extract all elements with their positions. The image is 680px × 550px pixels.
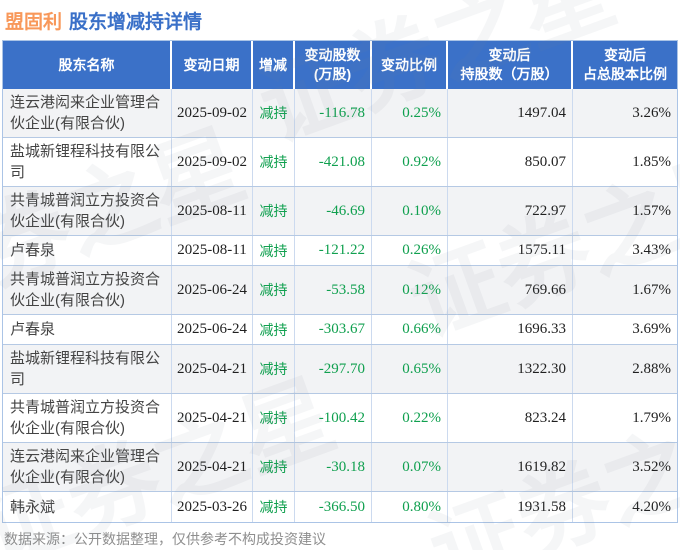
table-row: 共青城普润立方投资合伙企业(有限合伙) 2025-08-11 减持 -46.69 0.1… bbox=[3, 187, 677, 236]
cell-action: 减持 bbox=[253, 138, 295, 186]
cell-change: -421.08 bbox=[295, 138, 372, 186]
cell-name: 卢春泉 bbox=[3, 315, 172, 344]
cell-action: 减持 bbox=[253, 187, 295, 235]
cell-after: 1575.11 bbox=[448, 236, 573, 265]
cell-after: 1619.82 bbox=[448, 443, 573, 491]
shareholder-change-table: 股东名称 变动日期 增减 变动股数 (万股) 变动比例 变动后 持股数（万股） 变动后 占总股本比… bbox=[2, 40, 678, 523]
cell-date: 2025-04-21 bbox=[172, 394, 253, 442]
cell-after: 1696.33 bbox=[448, 315, 573, 344]
cell-after_ratio: 3.26% bbox=[632, 104, 671, 121]
cell-after_ratio: 2.88% bbox=[632, 360, 671, 377]
table-row: 连云港闳来企业管理合伙企业(有限合伙) 2025-04-21 减持 -30.18 0.0… bbox=[3, 443, 677, 492]
col-header-after_ratio: 变动后 占总股本比例 bbox=[583, 47, 667, 82]
cell-ratio: 0.66% bbox=[372, 315, 448, 344]
cell-name: 盐城新锂程科技有限公司 bbox=[3, 345, 172, 393]
cell-action: 减持 bbox=[253, 266, 295, 314]
cell-name: 共青城普润立方投资合伙企业(有限合伙) bbox=[3, 187, 172, 235]
cell-after_ratio: 3.43% bbox=[632, 242, 671, 258]
cell-after: 1931.58 bbox=[448, 492, 573, 522]
stock-name: 盟固利 bbox=[5, 12, 63, 33]
cell-action: 减持 bbox=[253, 345, 295, 393]
cell-date: 2025-06-24 bbox=[172, 266, 253, 314]
cell-ratio: 0.65% bbox=[372, 345, 448, 393]
cell-change: -303.67 bbox=[295, 315, 372, 344]
table-header-row: 股东名称 变动日期 增减 变动股数 (万股) 变动比例 变动后 持股数（万股） 变动后 占总股本比… bbox=[3, 41, 677, 89]
cell-ratio: 0.07% bbox=[372, 443, 448, 491]
cell-after_ratio: 3.69% bbox=[632, 321, 671, 337]
cell-change: -366.50 bbox=[295, 492, 372, 522]
cell-after: 1497.04 bbox=[448, 89, 573, 137]
col-header-name: 股东名称 bbox=[3, 41, 172, 89]
cell-date: 2025-04-21 bbox=[172, 443, 253, 491]
cell-date: 2025-09-02 bbox=[172, 138, 253, 186]
cell-date: 2025-03-26 bbox=[172, 492, 253, 522]
cell-after: 1322.30 bbox=[448, 345, 573, 393]
cell-ratio: 0.92% bbox=[372, 138, 448, 186]
cell-after_ratio: 3.52% bbox=[632, 458, 671, 475]
cell-name: 连云港闳来企业管理合伙企业(有限合伙) bbox=[3, 443, 172, 491]
data-source-note: 数据来源：公开数据整理，仅供参考不构成投资建议 bbox=[4, 531, 326, 547]
cell-action: 减持 bbox=[253, 315, 295, 344]
table-row: 盐城新锂程科技有限公司 2025-04-21 减持 -297.70 0.65% 1322.… bbox=[3, 345, 677, 394]
col-header-ratio: 变动比例 bbox=[372, 41, 448, 89]
cell-ratio: 0.22% bbox=[372, 394, 448, 442]
cell-name: 共青城普润立方投资合伙企业(有限合伙) bbox=[3, 266, 172, 314]
cell-ratio: 0.10% bbox=[372, 187, 448, 235]
page-title: 盟固利 股东增减持详情 bbox=[5, 7, 202, 34]
table-row: 韩永斌 2025-03-26 减持 -366.50 0.80% 1931.58 4.20% bbox=[3, 492, 677, 522]
cell-ratio: 0.12% bbox=[372, 266, 448, 314]
col-header-after: 变动后 持股数（万股） bbox=[448, 41, 573, 89]
cell-action: 减持 bbox=[253, 443, 295, 491]
cell-after: 823.24 bbox=[448, 394, 573, 442]
cell-after: 769.66 bbox=[448, 266, 573, 314]
cell-after_ratio: 1.67% bbox=[632, 281, 671, 298]
col-header-action: 增减 bbox=[253, 41, 295, 89]
col-header-date: 变动日期 bbox=[172, 41, 253, 89]
cell-action: 减持 bbox=[253, 394, 295, 442]
table-row: 共青城普润立方投资合伙企业(有限合伙) 2025-06-24 减持 -53.58 0.1… bbox=[3, 266, 677, 315]
cell-after_ratio: 1.79% bbox=[632, 409, 671, 426]
col-header-change: 变动股数 (万股) bbox=[295, 41, 372, 89]
cell-name: 盐城新锂程科技有限公司 bbox=[3, 138, 172, 186]
cell-name: 卢春泉 bbox=[3, 236, 172, 265]
cell-date: 2025-06-24 bbox=[172, 315, 253, 344]
cell-name: 韩永斌 bbox=[3, 492, 172, 522]
cell-date: 2025-08-11 bbox=[172, 236, 253, 265]
cell-action: 减持 bbox=[253, 89, 295, 137]
cell-name: 共青城普润立方投资合伙企业(有限合伙) bbox=[3, 394, 172, 442]
cell-ratio: 0.80% bbox=[372, 492, 448, 522]
cell-change: -46.69 bbox=[295, 187, 372, 235]
cell-after: 850.07 bbox=[448, 138, 573, 186]
cell-change: -121.22 bbox=[295, 236, 372, 265]
cell-after: 722.97 bbox=[448, 187, 573, 235]
cell-name: 连云港闳来企业管理合伙企业(有限合伙) bbox=[3, 89, 172, 137]
cell-ratio: 0.26% bbox=[372, 236, 448, 265]
cell-action: 减持 bbox=[253, 236, 295, 265]
table-row: 卢春泉 2025-08-11 减持 -121.22 0.26% 1575.11 3.43% bbox=[3, 236, 677, 266]
cell-date: 2025-09-02 bbox=[172, 89, 253, 137]
cell-change: -100.42 bbox=[295, 394, 372, 442]
cell-after_ratio: 1.85% bbox=[632, 153, 671, 170]
cell-date: 2025-08-11 bbox=[172, 187, 253, 235]
cell-change: -30.18 bbox=[295, 443, 372, 491]
cell-ratio: 0.25% bbox=[372, 89, 448, 137]
cell-after_ratio: 1.57% bbox=[632, 202, 671, 219]
cell-after_ratio: 4.20% bbox=[632, 498, 671, 515]
cell-action: 减持 bbox=[253, 492, 295, 522]
table-row: 盐城新锂程科技有限公司 2025-09-02 减持 -421.08 0.92% 850.0… bbox=[3, 138, 677, 187]
table-row: 连云港闳来企业管理合伙企业(有限合伙) 2025-09-02 减持 -116.78 0.… bbox=[3, 89, 677, 138]
cell-change: -297.70 bbox=[295, 345, 372, 393]
table-row: 卢春泉 2025-06-24 减持 -303.67 0.66% 1696.33 3.69% bbox=[3, 315, 677, 345]
cell-change: -53.58 bbox=[295, 266, 372, 314]
cell-date: 2025-04-21 bbox=[172, 345, 253, 393]
table-row: 共青城普润立方投资合伙企业(有限合伙) 2025-04-21 减持 -100.42 0.… bbox=[3, 394, 677, 443]
cell-change: -116.78 bbox=[295, 89, 372, 137]
table-body: 连云港闳来企业管理合伙企业(有限合伙) 2025-09-02 减持 -116.78 0.… bbox=[3, 89, 677, 522]
title-subtitle: 股东增减持详情 bbox=[69, 12, 203, 33]
